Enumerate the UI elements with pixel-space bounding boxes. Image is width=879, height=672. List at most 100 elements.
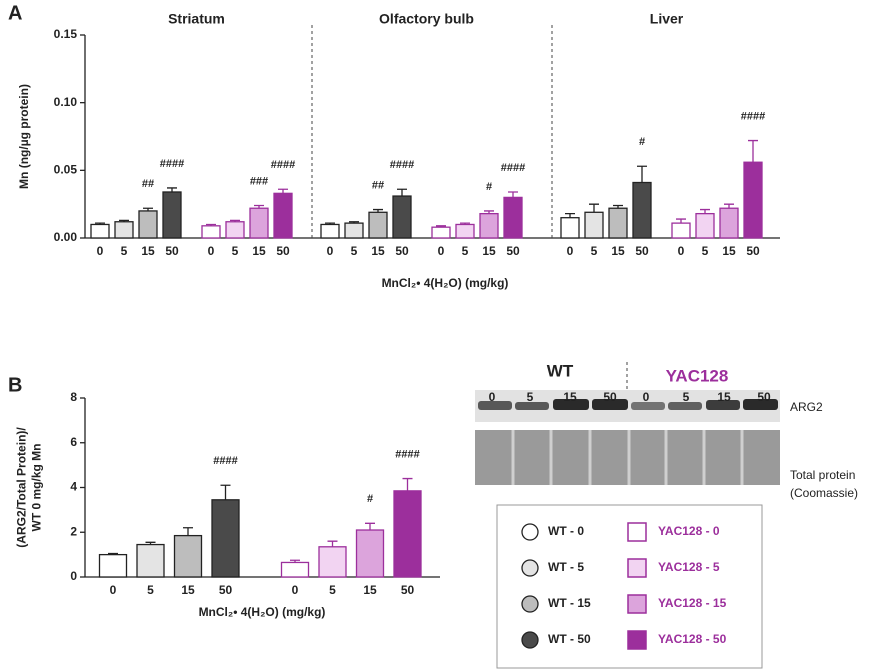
legend-label: WT - 50	[548, 632, 591, 646]
error-bar	[373, 208, 383, 213]
bar	[249, 207, 269, 239]
x-axis-label: MnCl₂• 4(H₂O) (mg/kg)	[199, 605, 326, 619]
bar	[503, 196, 523, 239]
y-tick-label: 4	[70, 480, 77, 494]
significance: #	[367, 493, 373, 505]
legend-swatch	[627, 522, 647, 542]
bar	[671, 222, 691, 239]
x-tick-label: 5	[329, 583, 336, 597]
error-bar	[254, 204, 264, 209]
error-bar	[108, 552, 118, 555]
bar	[344, 222, 364, 239]
error-bar	[589, 203, 599, 213]
lane-label: 15	[717, 390, 731, 404]
x-tick-label: 15	[252, 244, 266, 258]
x-tick-label: 5	[232, 244, 239, 258]
x-tick-label: 15	[141, 244, 155, 258]
error-bar	[278, 188, 288, 194]
y-tick-label: 0.10	[54, 95, 78, 109]
error-bar	[724, 203, 734, 209]
y-tick-label: 0.00	[54, 230, 78, 244]
error-bar	[230, 219, 240, 222]
x-tick-label: 0	[327, 244, 334, 258]
x-tick-label: 5	[121, 244, 128, 258]
bar	[431, 226, 451, 239]
lane-label: 0	[643, 390, 650, 404]
bar	[273, 192, 293, 239]
x-tick-label: 0	[110, 583, 117, 597]
panel-letter: A	[8, 2, 22, 24]
error-bar	[613, 204, 623, 209]
blot-label: Total protein	[790, 468, 855, 482]
error-bar	[327, 540, 338, 547]
panel-letter: B	[8, 374, 22, 396]
x-tick-label: 15	[722, 244, 736, 258]
legend-swatch	[521, 595, 539, 613]
bar	[138, 210, 158, 239]
y-tick-label: 6	[70, 435, 77, 449]
bar	[280, 561, 310, 578]
bar	[632, 181, 652, 239]
bar	[355, 529, 385, 578]
y-tick-label: 0	[70, 569, 77, 583]
significance: #	[639, 136, 645, 148]
error-bar	[290, 559, 300, 563]
group-title: Olfactory bulb	[379, 11, 474, 27]
significance: ##	[142, 178, 154, 190]
significance: ####	[395, 448, 419, 460]
significance: ####	[213, 455, 237, 467]
significance: ####	[160, 158, 184, 170]
bar	[719, 207, 739, 239]
error-bar	[206, 223, 216, 226]
x-tick-label: 5	[351, 244, 358, 258]
error-bar	[119, 219, 129, 222]
bar	[479, 212, 499, 239]
bar	[173, 534, 203, 578]
x-tick-label: 5	[702, 244, 709, 258]
error-bar	[167, 187, 177, 192]
error-bar	[565, 212, 575, 218]
bar	[136, 543, 165, 578]
group-title: Striatum	[168, 11, 225, 27]
x-tick-label: 50	[219, 583, 233, 597]
x-tick-label: 15	[611, 244, 625, 258]
bar	[320, 223, 340, 239]
x-tick-label: 15	[371, 244, 385, 258]
error-bar	[145, 541, 156, 545]
error-bar	[676, 218, 686, 224]
y-axis-label: Mn (ng/µg protein)	[17, 84, 31, 189]
group-title: Liver	[650, 11, 684, 27]
bar	[90, 223, 110, 239]
bar	[584, 211, 604, 239]
x-tick-label: 50	[276, 244, 290, 258]
error-bar	[436, 225, 446, 228]
error-bar	[220, 484, 231, 500]
y-tick-label: 8	[70, 390, 77, 404]
x-tick-label: 5	[462, 244, 469, 258]
lane-label: 0	[489, 390, 496, 404]
x-tick-label: 0	[292, 583, 299, 597]
error-bar	[402, 477, 413, 491]
legend-label: YAC128 - 15	[658, 596, 727, 610]
error-bar	[700, 208, 710, 214]
x-tick-label: 50	[395, 244, 409, 258]
x-tick-label: 0	[208, 244, 215, 258]
y-axis-label: WT 0 mg/kg Mn	[30, 444, 44, 532]
bar	[743, 161, 763, 239]
legend-swatch	[521, 559, 539, 577]
bar	[318, 546, 347, 578]
x-tick-label: 15	[482, 244, 496, 258]
y-tick-label: 2	[70, 524, 77, 538]
x-tick-label: 50	[401, 583, 415, 597]
bar	[560, 217, 580, 239]
legend-swatch	[521, 631, 539, 649]
error-bar	[143, 207, 153, 211]
x-tick-label: 50	[165, 244, 179, 258]
y-axis-label: (ARG2/Total Protein)/	[15, 427, 29, 548]
error-bar	[349, 221, 359, 224]
x-tick-label: 50	[506, 244, 520, 258]
blot-lanes	[511, 430, 744, 485]
error-bar	[325, 222, 335, 225]
legend-label: WT - 15	[548, 596, 591, 610]
